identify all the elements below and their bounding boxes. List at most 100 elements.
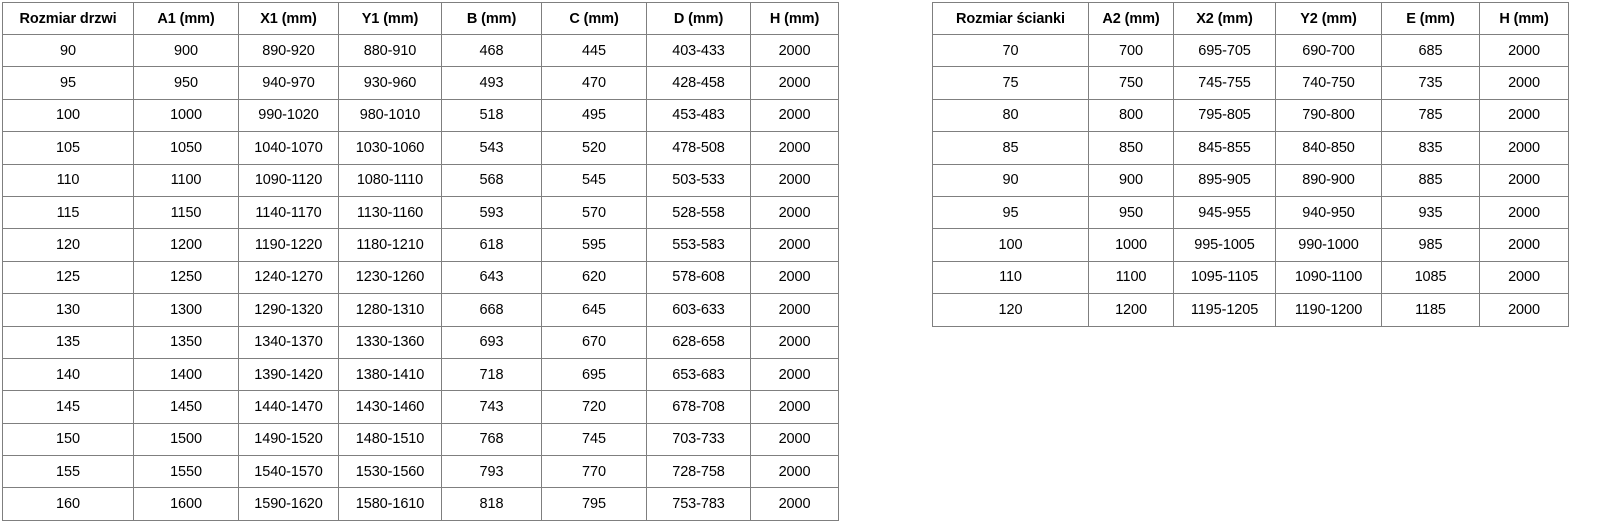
- table-row: 85 850 845-855 840-850 835 2000: [932, 131, 1569, 165]
- row-size-cell: 110: [2, 163, 134, 197]
- table-cell: 1140-1170: [238, 195, 339, 230]
- table-cell: 750: [1088, 66, 1174, 100]
- table-cell: 1250: [133, 260, 239, 295]
- table-cell: 478-508: [646, 131, 751, 165]
- column-header: C (mm): [541, 2, 647, 35]
- row-size-cell: 115: [2, 195, 134, 230]
- row-size-cell: 140: [2, 357, 134, 392]
- wall-panel-size-table: Rozmiar ścianki A2 (mm) X2 (mm) Y2 (mm) E (m…: [932, 2, 1569, 327]
- table-cell: 995-1005: [1173, 228, 1276, 262]
- table-cell: 745: [541, 422, 647, 457]
- table-cell: 2000: [750, 422, 839, 457]
- table-row: 155 1550 1540-1570 1530-1560 793 770 728-758 20…: [2, 455, 839, 489]
- table-cell: 595: [541, 228, 647, 262]
- table-cell: 768: [441, 422, 542, 457]
- table-cell: 1400: [133, 357, 239, 392]
- table-cell: 603-633: [646, 293, 751, 327]
- table-header-row: Rozmiar drzwi A1 (mm) X1 (mm) Y1 (mm) B (mm)…: [2, 2, 839, 35]
- table-cell: 2000: [750, 455, 839, 489]
- table-cell: 1040-1070: [238, 131, 339, 165]
- door-size-table: Rozmiar drzwi A1 (mm) X1 (mm) Y1 (mm) B (mm)…: [2, 2, 839, 521]
- table-cell: 950: [1088, 195, 1174, 230]
- table-row: 110 1100 1095-1105 1090-1100 1085 2000: [932, 260, 1569, 295]
- table-cell: 643: [441, 260, 542, 295]
- table-cell: 950: [133, 66, 239, 100]
- table-cell: 453-483: [646, 98, 751, 133]
- column-header: H (mm): [1479, 2, 1569, 35]
- table-cell: 728-758: [646, 455, 751, 489]
- table-cell: 1430-1460: [338, 390, 442, 424]
- table-cell: 1150: [133, 195, 239, 230]
- column-header: Rozmiar ścianki: [932, 2, 1089, 35]
- table-cell: 695-705: [1173, 33, 1276, 68]
- row-size-cell: 85: [932, 131, 1089, 165]
- table-cell: 1380-1410: [338, 357, 442, 392]
- table-cell: 2000: [750, 163, 839, 197]
- table-cell: 545: [541, 163, 647, 197]
- table-cell: 645: [541, 293, 647, 327]
- table-cell: 743: [441, 390, 542, 424]
- door-table-header: Rozmiar drzwi A1 (mm) X1 (mm) Y1 (mm) B (mm)…: [2, 2, 839, 35]
- table-row: 95 950 940-970 930-960 493 470 428-458 2000: [2, 66, 839, 100]
- table-row: 145 1450 1440-1470 1430-1460 743 720 678-708 20…: [2, 390, 839, 424]
- table-cell: 568: [441, 163, 542, 197]
- table-cell: 1000: [1088, 228, 1174, 262]
- row-size-cell: 120: [932, 293, 1089, 327]
- table-cell: 1350: [133, 325, 239, 359]
- table-cell: 2000: [750, 390, 839, 424]
- table-cell: 1280-1310: [338, 293, 442, 327]
- row-size-cell: 105: [2, 131, 134, 165]
- table-cell: 2000: [750, 66, 839, 100]
- table-row: 90 900 895-905 890-900 885 2000: [932, 163, 1569, 197]
- table-cell: 740-750: [1275, 66, 1382, 100]
- table-cell: 470: [541, 66, 647, 100]
- table-cell: 1590-1620: [238, 487, 339, 521]
- table-cell: 628-658: [646, 325, 751, 359]
- table-row: 115 1150 1140-1170 1130-1160 593 570 528-558 20…: [2, 195, 839, 230]
- row-size-cell: 130: [2, 293, 134, 327]
- table-cell: 1540-1570: [238, 455, 339, 489]
- column-header: A2 (mm): [1088, 2, 1174, 35]
- table-cell: 2000: [1479, 293, 1569, 327]
- table-cell: 1600: [133, 487, 239, 521]
- table-cell: 1300: [133, 293, 239, 327]
- table-cell: 1440-1470: [238, 390, 339, 424]
- table-cell: 518: [441, 98, 542, 133]
- table-row: 75 750 745-755 740-750 735 2000: [932, 66, 1569, 100]
- table-row: 90 900 890-920 880-910 468 445 403-433 2000: [2, 33, 839, 68]
- table-cell: 685: [1381, 33, 1480, 68]
- row-size-cell: 120: [2, 228, 134, 262]
- table-cell: 720: [541, 390, 647, 424]
- door-table-body: 90 900 890-920 880-910 468 445 403-433 2000 95 95…: [2, 33, 839, 521]
- table-cell: 593: [441, 195, 542, 230]
- table-cell: 670: [541, 325, 647, 359]
- table-row: 100 1000 995-1005 990-1000 985 2000: [932, 228, 1569, 262]
- table-cell: 2000: [1479, 163, 1569, 197]
- table-cell: 1480-1510: [338, 422, 442, 457]
- table-cell: 785: [1381, 98, 1480, 133]
- wall-table-body: 70 700 695-705 690-700 685 2000 75 750 745-755 74…: [932, 33, 1569, 327]
- table-row: 100 1000 990-1020 980-1010 518 495 453-483 2000: [2, 98, 839, 133]
- column-header: Rozmiar drzwi: [2, 2, 134, 35]
- table-cell: 990-1000: [1275, 228, 1382, 262]
- table-cell: 800: [1088, 98, 1174, 133]
- table-cell: 1195-1205: [1173, 293, 1276, 327]
- table-cell: 1030-1060: [338, 131, 442, 165]
- table-cell: 468: [441, 33, 542, 68]
- table-cell: 793: [441, 455, 542, 489]
- table-cell: 940-950: [1275, 195, 1382, 230]
- table-row: 120 1200 1190-1220 1180-1210 618 595 553-583 20…: [2, 228, 839, 262]
- table-cell: 1490-1520: [238, 422, 339, 457]
- table-cell: 700: [1088, 33, 1174, 68]
- table-cell: 1100: [133, 163, 239, 197]
- table-row: 135 1350 1340-1370 1330-1360 693 670 628-658 20…: [2, 325, 839, 359]
- table-cell: 2000: [1479, 228, 1569, 262]
- table-row: 80 800 795-805 790-800 785 2000: [932, 98, 1569, 133]
- table-cell: 693: [441, 325, 542, 359]
- table-cell: 1090-1120: [238, 163, 339, 197]
- row-size-cell: 160: [2, 487, 134, 521]
- table-cell: 1530-1560: [338, 455, 442, 489]
- table-cell: 1190-1220: [238, 228, 339, 262]
- table-cell: 1080-1110: [338, 163, 442, 197]
